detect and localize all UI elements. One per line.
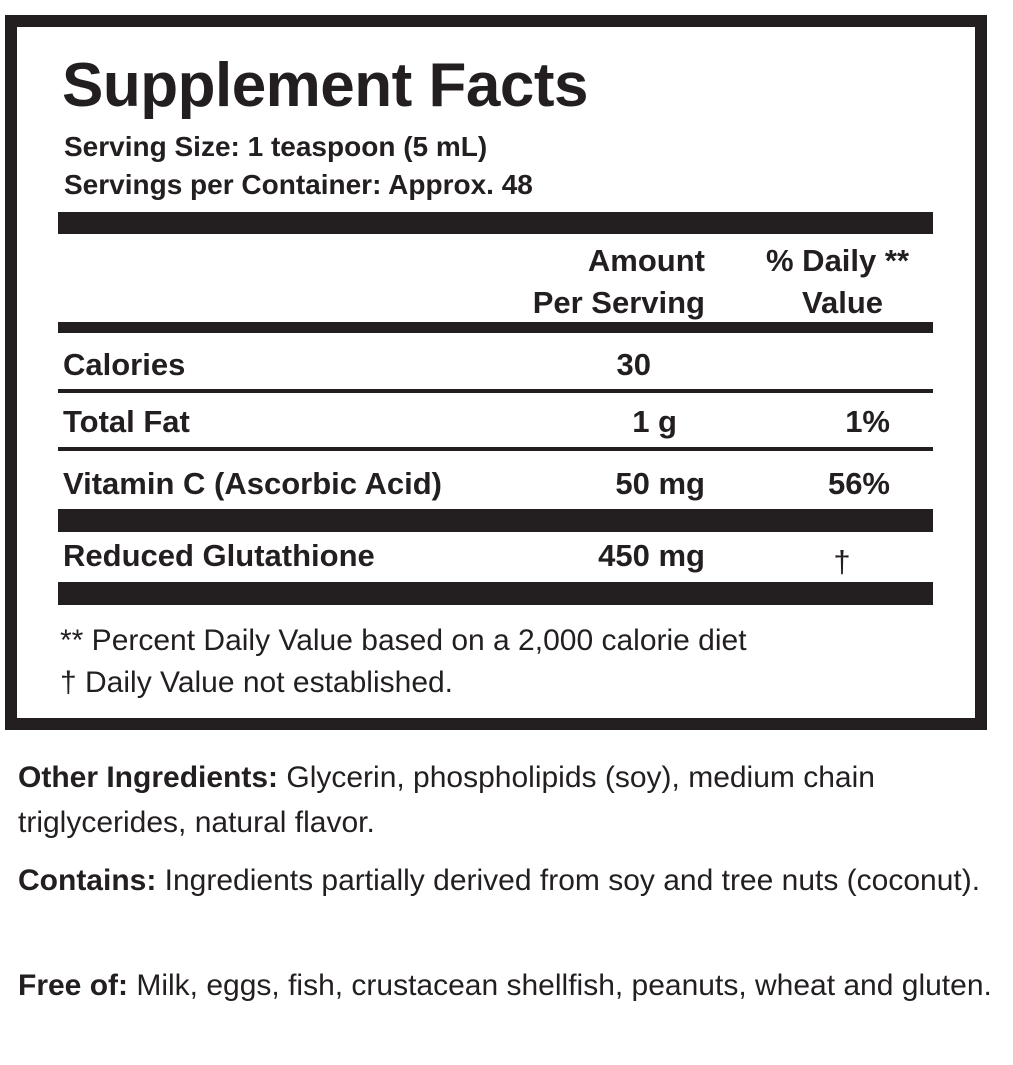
row-amount: 1 g	[632, 404, 677, 439]
contains-text: Ingredients partially derived from soy a…	[156, 864, 981, 897]
row-amount: 50 mg	[615, 466, 705, 501]
footnote-not-established: † Daily Value not established.	[60, 666, 454, 699]
row-amount: 30	[616, 347, 651, 382]
thin-divider	[58, 389, 933, 393]
serving-size: Serving Size: 1 teaspoon (5 mL)	[64, 131, 488, 162]
thick-divider	[58, 212, 933, 234]
amount-header: Amount Per Serving	[533, 240, 705, 324]
thin-divider	[58, 447, 933, 451]
row-daily-value: 1%	[845, 404, 890, 439]
row-daily-value: 56%	[827, 466, 890, 501]
other-ingredients: Other Ingredients: Glycerin, phospholipi…	[18, 755, 993, 845]
thick-divider	[58, 582, 933, 605]
panel-title: Supplement Facts	[62, 51, 589, 120]
free-of-statement: Free of: Milk, eggs, fish, crustacean sh…	[18, 963, 993, 1008]
row-name: Reduced Glutathione	[63, 538, 375, 573]
daily-value-header: % Daily ** Value	[766, 240, 909, 324]
servings-per-container: Servings per Container: Approx. 48	[64, 169, 533, 200]
contains-label: Contains:	[18, 864, 157, 897]
medium-divider	[58, 322, 933, 333]
amount-header-line2: Per Serving	[532, 285, 705, 320]
contains-statement: Contains: Ingredients partially derived …	[18, 858, 993, 903]
free-of-text: Milk, eggs, fish, crustacean shellfish, …	[128, 969, 992, 1002]
row-amount: 450 mg	[598, 538, 705, 573]
supplement-facts-panel	[5, 15, 987, 730]
footnotes: ** Percent Daily Value based on a 2,000 …	[60, 620, 747, 704]
thick-divider	[58, 509, 933, 532]
amount-header-line1: Amount	[587, 243, 705, 278]
row-name: Calories	[63, 347, 186, 382]
row-name: Total Fat	[63, 404, 190, 439]
other-ingredients-text: Glycerin, phospholipids (soy), medium ch…	[18, 761, 875, 839]
dv-header-line2: Value	[802, 285, 883, 320]
dv-header-line1: % Daily **	[766, 243, 910, 278]
free-of-label: Free of:	[18, 969, 129, 1002]
row-name: Vitamin C (Ascorbic Acid)	[63, 466, 442, 501]
footnote-daily-value: ** Percent Daily Value based on a 2,000 …	[60, 624, 747, 657]
other-ingredients-label: Other Ingredients:	[18, 761, 279, 794]
row-daily-value: †	[833, 544, 851, 579]
